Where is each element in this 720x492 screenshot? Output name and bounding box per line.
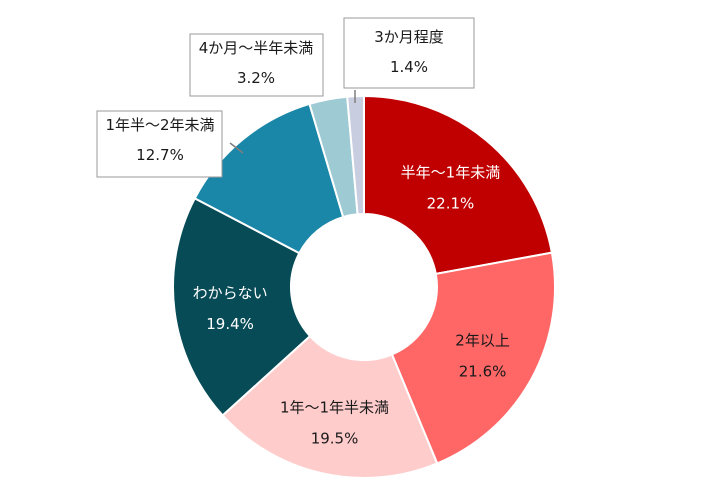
slice-value-label: 3.2% (237, 69, 275, 87)
slice-value-label: 19.4% (206, 315, 254, 333)
slice-label: 半年～1年未満 (401, 163, 501, 181)
slice-value-label: 1.4% (390, 58, 428, 76)
slice-label: 3か月程度 (374, 28, 444, 46)
callout-leader-line (229, 142, 244, 154)
callout-leaders (229, 90, 356, 154)
slice-value-label: 21.6% (459, 363, 507, 381)
slice-value-label: 12.7% (136, 146, 184, 164)
donut-slices (172, 94, 556, 479)
callout-box (96, 110, 223, 178)
callout-box (343, 17, 475, 89)
slice-value-label: 19.5% (311, 430, 359, 448)
slice-value-label: 22.1% (427, 194, 475, 212)
slice-label: 2年以上 (455, 332, 510, 350)
slice-7 (346, 94, 365, 216)
slice-label: 1年～1年半未満 (280, 399, 389, 417)
slice-3 (221, 334, 439, 479)
slice-1 (363, 94, 554, 276)
slice-2 (390, 251, 556, 465)
callout-box (189, 33, 324, 97)
slice-4 (172, 196, 312, 417)
slice-label: 4か月～半年未満 (199, 39, 314, 57)
slice-label: わからない (193, 284, 268, 302)
slice-label: 1年半～2年未満 (105, 116, 214, 134)
slice-labels: 半年～1年未満 22.1% 2年以上 21.6% 1年～1年半未満 19.5% わからない 1… (96, 17, 510, 448)
